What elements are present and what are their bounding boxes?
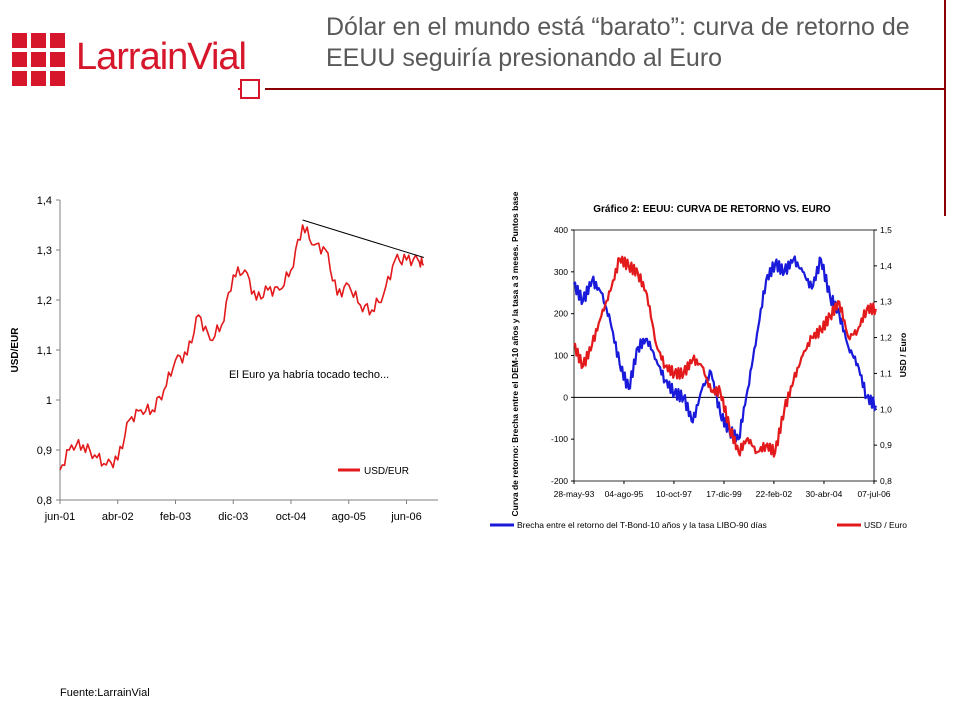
chart1-y-tick-label: 1,4 bbox=[37, 195, 52, 207]
chart2-y2-axis-label: USD / Euro bbox=[898, 333, 908, 377]
chart2-y-tick-label: 100 bbox=[554, 351, 568, 361]
yield-curve-vs-euro-chart: Gráfico 2: EEUU: CURVA DE RETORNO VS. EU… bbox=[490, 191, 908, 530]
chart1-y-tick-label: 0,9 bbox=[37, 445, 52, 457]
chart2-y-tick-label: 200 bbox=[554, 309, 568, 319]
chart1-x-tick-label: dic-03 bbox=[218, 511, 248, 523]
chart1-y-tick-label: 1 bbox=[46, 395, 52, 407]
chart2-y-tick-label: -200 bbox=[551, 476, 568, 486]
chart2-y-tick-label: 0 bbox=[563, 392, 568, 402]
chart1-x-tick-label: jun-06 bbox=[390, 511, 422, 523]
chart1-x-tick-label: abr-02 bbox=[102, 511, 134, 523]
trendline bbox=[302, 219, 424, 258]
chart2-y-axis-label-line1: Curva de retorno: Brecha entre el DEM-10… bbox=[510, 191, 520, 516]
chart2-legend-label-red: USD / Euro bbox=[864, 520, 907, 530]
chart2-x-tick-label: 22-feb-02 bbox=[756, 489, 793, 499]
chart2-y2-tick-label: 1,0 bbox=[880, 404, 892, 414]
series-usd-eur-line bbox=[59, 224, 425, 471]
chart1-y-tick-label: 0,8 bbox=[37, 495, 52, 507]
chart2-y2-tick-label: 0,9 bbox=[880, 440, 892, 450]
chart1-x-tick-label: oct-04 bbox=[276, 511, 307, 523]
series-usd-euro-line bbox=[573, 255, 877, 458]
chart1-y-tick-label: 1,1 bbox=[37, 345, 52, 357]
chart1-y-tick-label: 1,2 bbox=[37, 295, 52, 307]
usd-eur-chart: 1,4 1,3 1,2 1,1 1 0,9 0,8 jun-01 abr-02 feb-03 di… bbox=[10, 195, 438, 523]
chart2-x-tick-label: 07-jul-06 bbox=[857, 489, 890, 499]
chart2-y-tick-label: 400 bbox=[554, 225, 568, 235]
chart1-legend-label: USD/EUR bbox=[364, 466, 409, 477]
chart2-x-tick-label: 17-dic-99 bbox=[706, 489, 742, 499]
chart2-y2-tick-label: 1,1 bbox=[880, 368, 892, 378]
source-note: Fuente:LarrainVial bbox=[60, 687, 150, 699]
chart2-x-tick-label: 10-oct-97 bbox=[656, 489, 692, 499]
chart2-y2-tick-label: 1,4 bbox=[880, 261, 892, 271]
chart2-title: Gráfico 2: EEUU: CURVA DE RETORNO VS. EU… bbox=[593, 204, 831, 215]
logo-mark bbox=[12, 33, 66, 87]
chart1-y-axis-label: USD/EUR bbox=[10, 327, 21, 373]
chart1-x-tick-label: feb-03 bbox=[160, 511, 191, 523]
chart2-y-tick-label: -100 bbox=[551, 434, 568, 444]
chart2-y2-tick-label: 1,5 bbox=[880, 225, 892, 235]
chart2-y2-tick-label: 0,8 bbox=[880, 476, 892, 486]
brand-name: LarrainVial bbox=[76, 36, 247, 78]
series-yield-gap-line bbox=[572, 255, 877, 443]
chart2-x-tick-label: 28-may-93 bbox=[554, 489, 595, 499]
chart2-legend-label-blue: Brecha entre el retorno del T-Bond-10 añ… bbox=[517, 520, 767, 530]
vertical-rule bbox=[944, 0, 946, 216]
slide-title: Dólar en el mundo está “barato”: curva d… bbox=[326, 13, 910, 72]
title-rule bbox=[265, 88, 944, 90]
chart2-y2-tick-label: 1,2 bbox=[880, 333, 892, 343]
chart2-x-tick-label: 04-ago-95 bbox=[605, 489, 644, 499]
chart1-x-tick-label: jun-01 bbox=[44, 511, 76, 523]
chart1-plot-area bbox=[60, 200, 438, 500]
chart2-x-tick-label: 30-abr-04 bbox=[806, 489, 843, 499]
chart1-y-tick-label: 1,3 bbox=[37, 245, 52, 257]
chart1-annotation: El Euro ya habría tocado techo... bbox=[229, 369, 389, 381]
chart2-y-tick-label: 300 bbox=[554, 267, 568, 277]
chart1-x-tick-label: ago-05 bbox=[332, 511, 366, 523]
chart2-y2-tick-label: 1,3 bbox=[880, 297, 892, 307]
title-square-marker bbox=[240, 79, 260, 99]
